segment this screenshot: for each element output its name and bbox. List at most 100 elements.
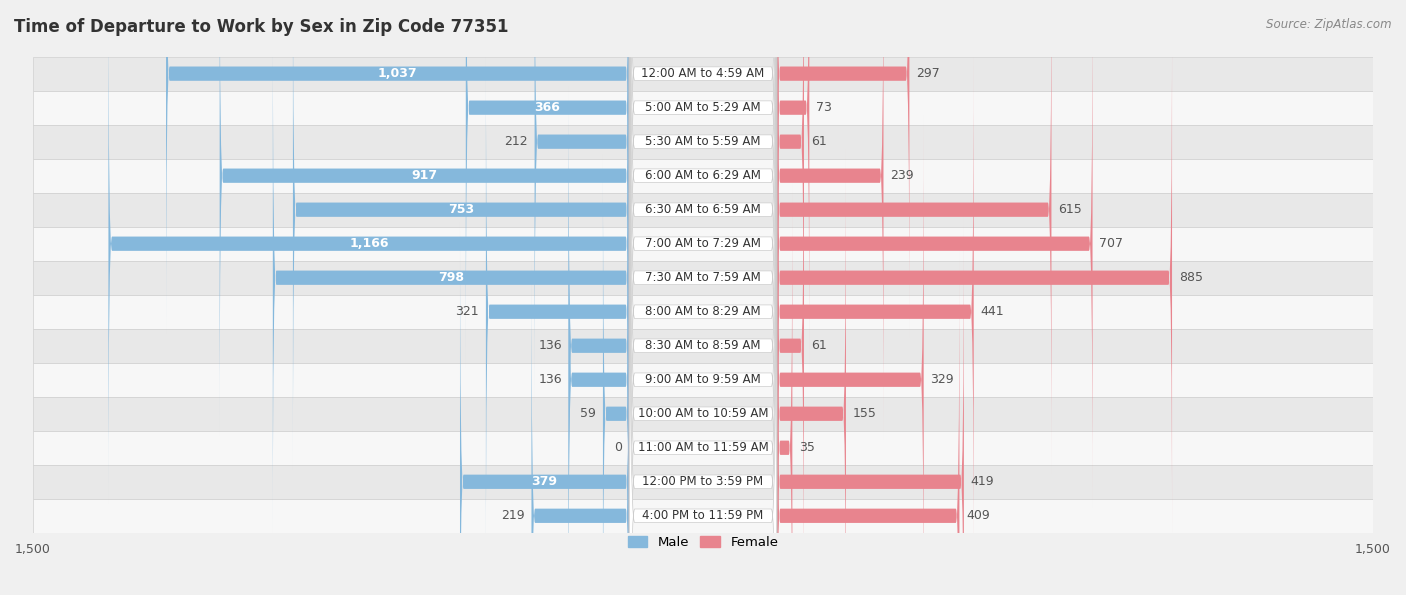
FancyBboxPatch shape — [630, 0, 776, 475]
Text: 136: 136 — [538, 373, 562, 386]
Text: 219: 219 — [501, 509, 524, 522]
FancyBboxPatch shape — [32, 465, 1374, 499]
Text: 1,166: 1,166 — [349, 237, 388, 250]
FancyBboxPatch shape — [292, 0, 630, 475]
FancyBboxPatch shape — [603, 149, 630, 595]
FancyBboxPatch shape — [630, 80, 776, 595]
FancyBboxPatch shape — [776, 0, 1092, 509]
Text: 61: 61 — [811, 339, 827, 352]
Text: 35: 35 — [799, 441, 815, 454]
Text: 1,037: 1,037 — [378, 67, 418, 80]
FancyBboxPatch shape — [486, 47, 630, 577]
FancyBboxPatch shape — [273, 12, 630, 543]
FancyBboxPatch shape — [630, 0, 776, 577]
FancyBboxPatch shape — [630, 0, 776, 595]
Text: 329: 329 — [931, 373, 955, 386]
Text: Source: ZipAtlas.com: Source: ZipAtlas.com — [1267, 18, 1392, 31]
FancyBboxPatch shape — [531, 251, 630, 595]
FancyBboxPatch shape — [776, 251, 959, 595]
FancyBboxPatch shape — [776, 115, 924, 595]
FancyBboxPatch shape — [32, 90, 1374, 125]
FancyBboxPatch shape — [630, 0, 776, 595]
FancyBboxPatch shape — [776, 0, 910, 339]
Text: 4:00 PM to 11:59 PM: 4:00 PM to 11:59 PM — [643, 509, 763, 522]
Text: 9:00 AM to 9:59 AM: 9:00 AM to 9:59 AM — [645, 373, 761, 386]
FancyBboxPatch shape — [32, 499, 1374, 533]
FancyBboxPatch shape — [568, 115, 630, 595]
Text: 5:30 AM to 5:59 AM: 5:30 AM to 5:59 AM — [645, 135, 761, 148]
FancyBboxPatch shape — [166, 0, 630, 339]
Text: 409: 409 — [966, 509, 990, 522]
FancyBboxPatch shape — [776, 0, 804, 406]
Text: 885: 885 — [1178, 271, 1202, 284]
Text: 0: 0 — [614, 441, 623, 454]
Text: 8:00 AM to 8:29 AM: 8:00 AM to 8:29 AM — [645, 305, 761, 318]
FancyBboxPatch shape — [630, 0, 776, 509]
FancyBboxPatch shape — [108, 0, 630, 509]
FancyBboxPatch shape — [32, 159, 1374, 193]
FancyBboxPatch shape — [630, 0, 776, 595]
Text: 136: 136 — [538, 339, 562, 352]
FancyBboxPatch shape — [32, 431, 1374, 465]
FancyBboxPatch shape — [630, 114, 776, 595]
FancyBboxPatch shape — [630, 0, 776, 595]
Text: 155: 155 — [852, 407, 876, 420]
Text: 917: 917 — [412, 169, 437, 182]
FancyBboxPatch shape — [776, 47, 974, 577]
Text: 7:00 AM to 7:29 AM: 7:00 AM to 7:29 AM — [645, 237, 761, 250]
FancyBboxPatch shape — [32, 227, 1374, 261]
Text: 8:30 AM to 8:59 AM: 8:30 AM to 8:59 AM — [645, 339, 761, 352]
Text: 798: 798 — [439, 271, 464, 284]
FancyBboxPatch shape — [32, 295, 1374, 328]
Text: 10:00 AM to 10:59 AM: 10:00 AM to 10:59 AM — [638, 407, 768, 420]
Text: 321: 321 — [456, 305, 479, 318]
Legend: Male, Female: Male, Female — [623, 531, 783, 555]
FancyBboxPatch shape — [32, 57, 1374, 90]
FancyBboxPatch shape — [32, 125, 1374, 159]
Text: 753: 753 — [449, 203, 474, 216]
Text: 5:00 AM to 5:29 AM: 5:00 AM to 5:29 AM — [645, 101, 761, 114]
FancyBboxPatch shape — [630, 46, 776, 595]
Text: 239: 239 — [890, 169, 914, 182]
FancyBboxPatch shape — [776, 12, 1173, 543]
FancyBboxPatch shape — [568, 81, 630, 595]
Text: 12:00 PM to 3:59 PM: 12:00 PM to 3:59 PM — [643, 475, 763, 488]
FancyBboxPatch shape — [32, 193, 1374, 227]
FancyBboxPatch shape — [465, 0, 630, 372]
Text: 12:00 AM to 4:59 AM: 12:00 AM to 4:59 AM — [641, 67, 765, 80]
FancyBboxPatch shape — [32, 328, 1374, 363]
FancyBboxPatch shape — [219, 0, 630, 441]
Text: 707: 707 — [1099, 237, 1123, 250]
FancyBboxPatch shape — [534, 0, 630, 406]
Text: 6:00 AM to 6:29 AM: 6:00 AM to 6:29 AM — [645, 169, 761, 182]
Text: 297: 297 — [917, 67, 939, 80]
Text: 379: 379 — [531, 475, 558, 488]
Text: 11:00 AM to 11:59 AM: 11:00 AM to 11:59 AM — [638, 441, 768, 454]
FancyBboxPatch shape — [32, 397, 1374, 431]
FancyBboxPatch shape — [776, 0, 1052, 475]
FancyBboxPatch shape — [32, 261, 1374, 295]
FancyBboxPatch shape — [460, 217, 630, 595]
Text: 366: 366 — [534, 101, 561, 114]
Text: 441: 441 — [980, 305, 1004, 318]
FancyBboxPatch shape — [776, 0, 810, 372]
Text: 6:30 AM to 6:59 AM: 6:30 AM to 6:59 AM — [645, 203, 761, 216]
FancyBboxPatch shape — [776, 149, 846, 595]
Text: 419: 419 — [970, 475, 994, 488]
FancyBboxPatch shape — [630, 12, 776, 595]
FancyBboxPatch shape — [630, 0, 776, 543]
FancyBboxPatch shape — [630, 0, 776, 595]
Text: 61: 61 — [811, 135, 827, 148]
Text: 73: 73 — [815, 101, 832, 114]
FancyBboxPatch shape — [776, 217, 965, 595]
FancyBboxPatch shape — [776, 0, 883, 441]
FancyBboxPatch shape — [630, 0, 776, 595]
FancyBboxPatch shape — [32, 363, 1374, 397]
Text: 59: 59 — [581, 407, 596, 420]
Text: 212: 212 — [505, 135, 527, 148]
Text: 615: 615 — [1059, 203, 1081, 216]
Text: Time of Departure to Work by Sex in Zip Code 77351: Time of Departure to Work by Sex in Zip … — [14, 18, 509, 36]
FancyBboxPatch shape — [776, 183, 793, 595]
Text: 7:30 AM to 7:59 AM: 7:30 AM to 7:59 AM — [645, 271, 761, 284]
FancyBboxPatch shape — [776, 81, 804, 595]
